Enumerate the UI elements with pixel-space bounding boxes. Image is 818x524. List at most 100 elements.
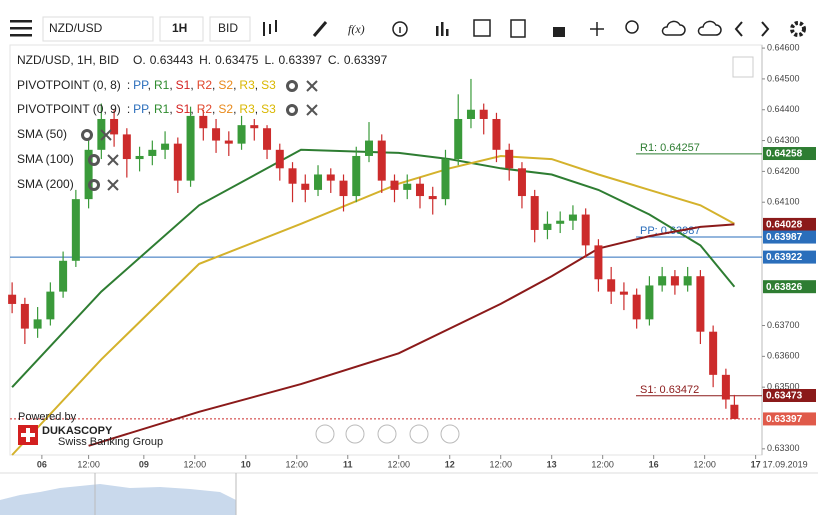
info-button[interactable] bbox=[392, 21, 408, 37]
candle-body bbox=[556, 220, 565, 224]
template-button[interactable] bbox=[510, 19, 526, 38]
menu-button[interactable] bbox=[10, 20, 32, 37]
candle-body bbox=[645, 285, 654, 320]
candle-body bbox=[288, 168, 297, 184]
nav-first[interactable] bbox=[315, 424, 335, 444]
price-tag bbox=[763, 230, 816, 244]
x-tick-label: 12:00 bbox=[77, 459, 100, 469]
pivot-sep: , bbox=[169, 78, 172, 92]
pivot-title: PIVOTPOINT (0, 8) bbox=[17, 78, 121, 92]
calendar-button[interactable] bbox=[473, 19, 491, 37]
candle-body bbox=[607, 279, 616, 292]
branding: Powered by DUKASCOPY Swiss Banking Group bbox=[18, 411, 163, 448]
candle-body bbox=[505, 149, 514, 169]
zoom-button[interactable] bbox=[625, 20, 639, 34]
y-tick-label: 0.64600 bbox=[767, 42, 800, 52]
pivot-sep: , bbox=[255, 102, 258, 116]
sma-line bbox=[11, 148, 736, 388]
chart-type-button[interactable] bbox=[263, 20, 277, 36]
pivot-sep: , bbox=[212, 78, 215, 92]
pivot-level-name: S1: bbox=[640, 384, 657, 396]
candle-body bbox=[97, 118, 106, 150]
pivot-name: S1 bbox=[176, 102, 191, 116]
prev-button[interactable] bbox=[734, 21, 743, 37]
pivot-sep: : bbox=[127, 102, 130, 116]
price-tag-label: 0.63826 bbox=[766, 282, 803, 293]
x-tick-label: 12 bbox=[445, 459, 455, 469]
candle-body bbox=[479, 109, 488, 119]
price-tag-label: 0.63473 bbox=[766, 391, 803, 402]
candle-body bbox=[594, 245, 603, 280]
x-tick-label: 12:00 bbox=[286, 459, 309, 469]
x-tick-label: 12:00 bbox=[387, 459, 410, 469]
download-button[interactable] bbox=[697, 20, 722, 36]
period[interactable]: 1H bbox=[172, 21, 187, 35]
side-box[interactable] bbox=[209, 16, 251, 42]
price-tag bbox=[763, 147, 816, 161]
pivot-sep: : bbox=[127, 78, 130, 92]
pivot-level-value: 0.64257 bbox=[660, 142, 700, 154]
pivot-name: S2 bbox=[218, 102, 233, 116]
price-tag-label: 0.63397 bbox=[766, 414, 803, 425]
sma-line bbox=[88, 223, 735, 447]
volume-button[interactable] bbox=[436, 22, 449, 36]
popout-button[interactable] bbox=[732, 56, 754, 78]
side[interactable]: BID bbox=[218, 21, 238, 35]
nav-zoom-out[interactable] bbox=[345, 424, 365, 444]
pivot-legend: PIVOTPOINT (0, 9): PP, R1, S1, R2, S2, R3, S3 bbox=[17, 102, 276, 116]
candle-body bbox=[135, 155, 144, 160]
candle-body bbox=[428, 196, 437, 200]
sma-legend: SMA (200) bbox=[17, 177, 74, 191]
candle-body bbox=[721, 374, 730, 400]
nav-fit[interactable] bbox=[377, 424, 397, 444]
indicator-button[interactable]: f(x) bbox=[348, 22, 365, 36]
x-tick-label: 09 bbox=[139, 459, 149, 469]
candle-body bbox=[403, 183, 412, 190]
next-button[interactable] bbox=[761, 21, 770, 37]
plot: 0.64600 0.64500 0.64400 0.64300 0.64200 0.641… bbox=[8, 42, 816, 469]
settings-button[interactable] bbox=[790, 21, 806, 37]
price-tag bbox=[763, 280, 816, 294]
candle-body bbox=[161, 143, 170, 150]
y-tick-label: 0.63500 bbox=[767, 382, 800, 392]
nav-zoom-in[interactable] bbox=[409, 424, 429, 444]
x-tick-label: 12:00 bbox=[591, 459, 614, 469]
pivot-level-name: R1: bbox=[640, 142, 657, 154]
ohlc-value: 0.63443 bbox=[150, 53, 194, 67]
pivot-legend: PIVOTPOINT (0, 8): PP, R1, S1, R2, S2, R3, S3 bbox=[17, 78, 276, 92]
y-tick-label: 0.64200 bbox=[767, 166, 800, 176]
pivot-name: R1 bbox=[154, 102, 170, 116]
upload-button[interactable] bbox=[661, 20, 686, 36]
candle-body bbox=[683, 276, 692, 286]
candle-body bbox=[148, 149, 157, 156]
pivot-name: R2 bbox=[197, 102, 213, 116]
x-tick-label: 11 bbox=[343, 459, 353, 469]
candle-body bbox=[492, 118, 501, 150]
lock-button[interactable] bbox=[553, 27, 565, 37]
symbol-box[interactable] bbox=[42, 16, 154, 42]
candle-body bbox=[263, 128, 272, 150]
x-tick-label: 10 bbox=[241, 459, 251, 469]
pivot-sep: , bbox=[148, 78, 151, 92]
candle-body bbox=[632, 294, 641, 320]
draw-button[interactable] bbox=[312, 21, 328, 37]
logo-cross bbox=[21, 428, 35, 442]
candle-body bbox=[199, 115, 208, 129]
pivot-name: S3 bbox=[261, 102, 276, 116]
ohlc-value: 0.63397 bbox=[344, 53, 388, 67]
symbol[interactable]: NZD/USD bbox=[49, 21, 103, 35]
nav-last[interactable] bbox=[440, 424, 460, 444]
candle-body bbox=[377, 140, 386, 181]
ohlc-value: 0.63397 bbox=[278, 53, 322, 67]
pivot-sep: , bbox=[233, 102, 236, 116]
candle-body bbox=[173, 143, 182, 181]
date-label: 17.09.2019 bbox=[763, 459, 808, 469]
crosshair-button[interactable] bbox=[590, 22, 604, 36]
candle-body bbox=[658, 276, 667, 286]
pivot-sep: , bbox=[190, 78, 193, 92]
period-box[interactable] bbox=[159, 16, 204, 42]
candle-body bbox=[250, 125, 259, 129]
candle-body bbox=[122, 134, 131, 160]
powered-by: Powered by bbox=[18, 411, 77, 423]
